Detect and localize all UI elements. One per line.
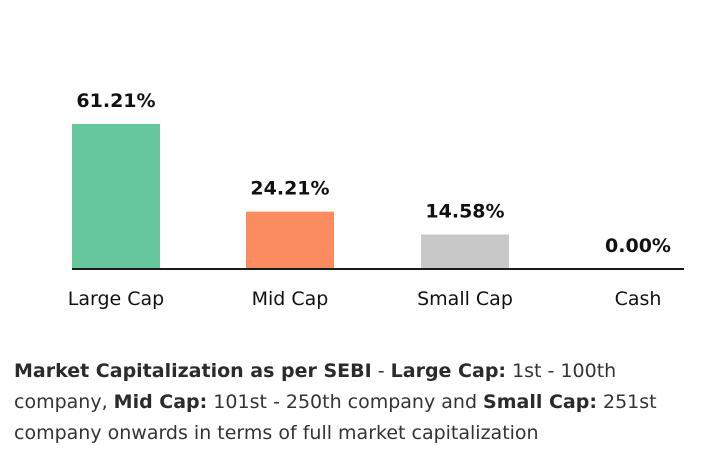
footnote-heading: Market Capitalization as per SEBI [14, 360, 372, 382]
market-cap-bar-chart: 61.21% 24.21% 14.58% 0.00% Large Cap Mid Cap… [68, 90, 684, 310]
footnote-small-cap-text: 251st company onwards in terms of full m… [14, 391, 657, 444]
value-label-mid-cap: 24.21% [250, 178, 329, 200]
value-labels-group: 61.21% 24.21% 14.58% 0.00% [76, 90, 671, 257]
footnote-small-cap-label: Small Cap: [483, 391, 597, 413]
bar-mid-cap [246, 211, 334, 269]
category-label-small-cap: Small Cap [417, 288, 513, 310]
footnote-large-cap-label: Large Cap: [390, 360, 507, 382]
bar-large-cap [72, 124, 160, 269]
category-labels-group: Large Cap Mid Cap Small Cap Cash [68, 288, 662, 310]
footnote-separator: - [371, 360, 391, 382]
market-cap-footnote: Market Capitalization as per SEBI - Larg… [14, 356, 704, 449]
footnote-mid-cap-text: 101st - 250th company and [207, 391, 484, 413]
category-label-large-cap: Large Cap [68, 288, 164, 310]
footnote-mid-cap-label: Mid Cap: [113, 391, 208, 413]
value-label-cash: 0.00% [605, 235, 671, 257]
value-label-large-cap: 61.21% [76, 90, 155, 112]
footnote-large-cap-text: 1st - 100th company, [14, 360, 617, 413]
category-label-mid-cap: Mid Cap [252, 288, 329, 310]
category-label-cash: Cash [615, 288, 662, 310]
bars-group [72, 124, 509, 269]
bar-small-cap [421, 234, 509, 269]
value-label-small-cap: 14.58% [425, 200, 504, 222]
